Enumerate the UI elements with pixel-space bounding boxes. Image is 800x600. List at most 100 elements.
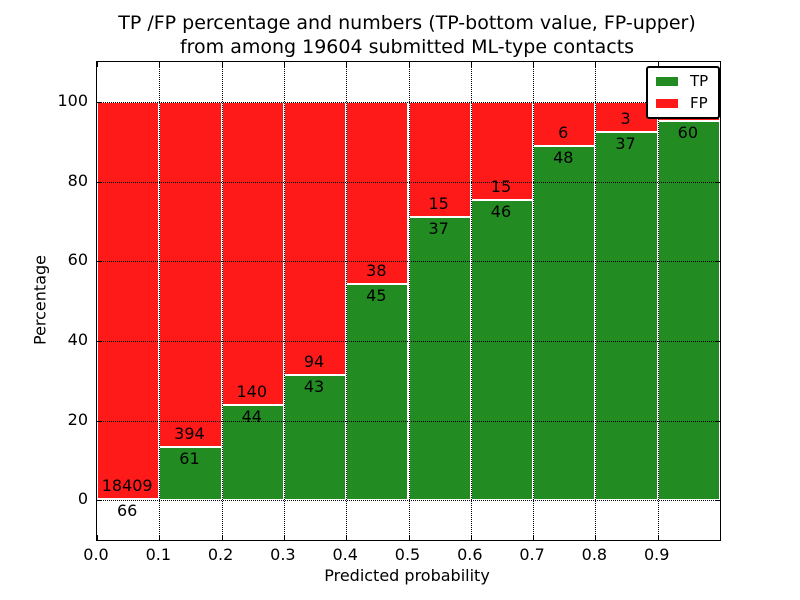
x-gridline — [470, 62, 472, 540]
x-tick — [657, 62, 659, 67]
tp-count-label: 37 — [615, 133, 636, 153]
x-tick — [221, 535, 223, 540]
x-tick — [221, 62, 223, 67]
tp-count-label: 37 — [428, 218, 449, 238]
tp-bar-segment — [283, 375, 347, 501]
x-tick — [533, 535, 535, 540]
fp-count-label: 394 — [174, 423, 205, 443]
x-tick — [595, 535, 597, 540]
fp-legend-label: FP — [690, 94, 708, 112]
x-tick — [159, 535, 161, 540]
x-tick-label: 0.2 — [207, 545, 234, 564]
y-gridline — [97, 420, 720, 422]
tp-count-label: 48 — [553, 148, 574, 168]
fp-count-label: 15 — [428, 193, 449, 213]
tp-bar-segment — [470, 199, 534, 501]
x-tick-label: 0.7 — [519, 545, 545, 564]
tp-bar-segment — [595, 131, 658, 501]
fp-bar-segment — [221, 101, 284, 405]
x-tick — [470, 535, 472, 540]
x-tick — [283, 535, 285, 540]
y-gridline — [97, 261, 720, 263]
tp-bar-segment — [346, 284, 409, 501]
x-gridline — [533, 62, 535, 540]
x-tick — [159, 62, 161, 67]
y-gridline — [97, 101, 720, 103]
y-tick — [97, 181, 102, 183]
y-tick-label: 20 — [67, 409, 88, 429]
y-tick-label: 40 — [67, 329, 88, 349]
y-tick — [715, 181, 720, 183]
x-tick-label: 0.0 — [83, 545, 109, 564]
legend: TP FP — [646, 66, 721, 119]
x-tick — [346, 535, 348, 540]
y-gridline — [97, 340, 720, 342]
fp-bar-segment — [97, 101, 160, 499]
x-tick — [408, 62, 410, 67]
chart-title-line-2: from among 19604 submitted ML-type conta… — [179, 36, 635, 58]
x-gridline — [595, 62, 597, 540]
fp-count-label: 3 — [620, 108, 631, 128]
x-tick — [283, 62, 285, 67]
x-tick — [408, 535, 410, 540]
tp-count-label: 43 — [303, 377, 325, 397]
legend-row-fp: FP — [656, 96, 708, 111]
x-tick — [346, 62, 348, 67]
x-axis-label: Predicted probability — [324, 566, 490, 585]
x-tick — [657, 535, 659, 540]
x-tick-label: 0.4 — [332, 545, 358, 564]
fp-bar-segment — [470, 101, 534, 200]
x-gridline — [408, 62, 410, 540]
y-tick — [715, 340, 720, 342]
fp-count-label: 15 — [490, 176, 512, 196]
x-gridline — [346, 62, 348, 540]
x-tick-label: 0.8 — [581, 545, 608, 564]
legend-row-tp: TP — [656, 74, 708, 89]
tp-bar-segment — [408, 216, 471, 501]
y-axis-label: Percentage — [30, 254, 50, 346]
x-tick — [97, 62, 98, 67]
x-tick-label: 0.5 — [394, 545, 421, 564]
y-tick — [715, 420, 720, 422]
chart-title-line-1: TP /FP percentage and numbers (TP-bottom… — [118, 12, 696, 34]
plot-area — [96, 61, 721, 541]
fp-bar-segment — [533, 101, 596, 147]
fp-legend-swatch — [656, 99, 678, 108]
fp-bar-segment — [159, 101, 222, 447]
x-gridline — [221, 62, 223, 540]
x-tick — [595, 62, 597, 67]
tp-count-label: 66 — [116, 500, 138, 520]
tp-legend-label: TP — [690, 72, 709, 90]
tp-count-label: 46 — [490, 201, 512, 221]
y-tick-label: 60 — [67, 250, 88, 270]
x-tick — [97, 535, 98, 540]
tp-count-label: 44 — [241, 406, 262, 426]
tp-bar-segment — [657, 120, 720, 501]
y-tick — [97, 101, 102, 103]
y-tick-label: 80 — [67, 170, 88, 190]
x-tick-label: 0.3 — [270, 545, 296, 564]
x-gridline — [657, 62, 659, 540]
tp-bar-segment — [533, 146, 596, 501]
x-gridline — [283, 62, 285, 540]
x-tick — [533, 62, 535, 67]
x-tick — [470, 62, 472, 67]
tp-bar-segment — [159, 446, 222, 501]
y-gridline — [97, 500, 720, 502]
fp-count-label: 18409 — [101, 475, 153, 495]
fp-count-label: 6 — [558, 123, 569, 143]
x-gridline — [159, 62, 161, 540]
y-tick — [715, 261, 720, 263]
fp-count-label: 140 — [236, 381, 268, 401]
fp-bar-segment — [346, 101, 409, 285]
fp-count-label: 38 — [366, 261, 387, 281]
tp-count-label: 60 — [677, 122, 699, 142]
y-tick — [97, 500, 102, 502]
x-tick-label: 0.9 — [643, 545, 670, 564]
y-tick — [97, 261, 102, 263]
tp-count-label: 61 — [179, 448, 200, 468]
fp-count-label: 94 — [303, 352, 325, 372]
fp-bar-segment — [283, 101, 347, 376]
y-tick — [97, 420, 102, 422]
y-tick — [97, 340, 102, 342]
